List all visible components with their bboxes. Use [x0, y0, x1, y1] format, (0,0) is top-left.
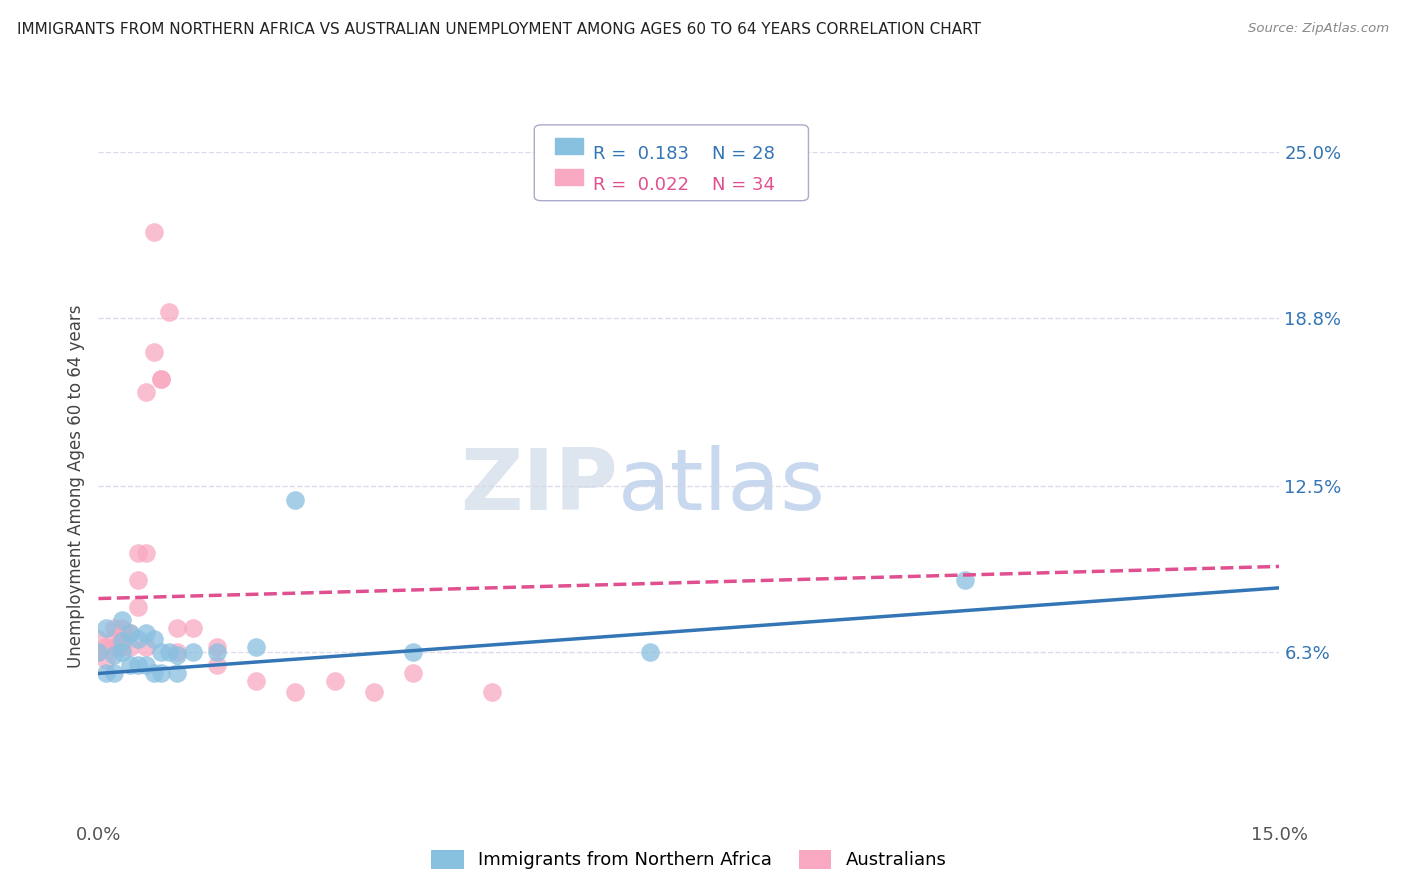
Point [205, 645, 228, 659]
Legend: Immigrants from Northern Africa, Australians: Immigrants from Northern Africa, Austral… [422, 841, 956, 879]
Point [245, 674, 267, 689]
Point [103, 648, 125, 662]
Point [111, 645, 134, 659]
Point [96, 653, 118, 667]
Point [284, 492, 307, 507]
Point [166, 621, 188, 635]
Point [135, 658, 157, 673]
Point [157, 645, 180, 659]
Point [96, 640, 118, 654]
Point [103, 632, 125, 646]
Point [363, 685, 385, 699]
Point [127, 658, 149, 673]
Point [166, 645, 188, 659]
Point [103, 666, 125, 681]
Point [87, 645, 110, 659]
Point [127, 599, 149, 614]
Point [103, 640, 125, 654]
Point [87, 632, 110, 646]
Point [150, 645, 173, 659]
Point [111, 626, 134, 640]
Y-axis label: Unemployment Among Ages 60 to 64 years: Unemployment Among Ages 60 to 64 years [66, 304, 84, 668]
Point [284, 685, 307, 699]
Point [135, 385, 157, 400]
Point [127, 573, 149, 587]
Point [118, 640, 141, 654]
Point [135, 546, 157, 560]
Point [142, 632, 165, 646]
Point [127, 632, 149, 646]
Point [181, 645, 204, 659]
Point [205, 640, 228, 654]
Text: Source: ZipAtlas.com: Source: ZipAtlas.com [1249, 22, 1389, 36]
Point [166, 648, 188, 662]
Point [402, 666, 425, 681]
Point [111, 640, 134, 654]
Text: atlas: atlas [619, 444, 827, 528]
Point [481, 685, 503, 699]
Text: R =  0.183    N = 28: R = 0.183 N = 28 [593, 145, 775, 163]
Point [111, 634, 134, 648]
Point [142, 225, 165, 239]
Point [135, 640, 157, 654]
Point [166, 666, 188, 681]
Point [953, 573, 976, 587]
Point [323, 674, 346, 689]
Point [181, 621, 204, 635]
Text: R =  0.022    N = 34: R = 0.022 N = 34 [593, 176, 775, 194]
Point [135, 626, 157, 640]
Point [205, 658, 228, 673]
Point [118, 658, 141, 673]
Point [157, 305, 180, 319]
Point [142, 666, 165, 681]
Point [638, 645, 661, 659]
Point [118, 626, 141, 640]
Point [111, 621, 134, 635]
Point [118, 626, 141, 640]
Point [150, 372, 173, 386]
Point [96, 621, 118, 635]
Point [402, 645, 425, 659]
Text: IMMIGRANTS FROM NORTHERN AFRICA VS AUSTRALIAN UNEMPLOYMENT AMONG AGES 60 TO 64 Y: IMMIGRANTS FROM NORTHERN AFRICA VS AUSTR… [17, 22, 981, 37]
Point [245, 640, 267, 654]
Point [103, 621, 125, 635]
Point [150, 372, 173, 386]
Point [96, 666, 118, 681]
Point [127, 546, 149, 560]
Point [87, 645, 110, 659]
Point [150, 666, 173, 681]
Point [111, 613, 134, 627]
Text: ZIP: ZIP [460, 444, 619, 528]
Point [142, 345, 165, 359]
